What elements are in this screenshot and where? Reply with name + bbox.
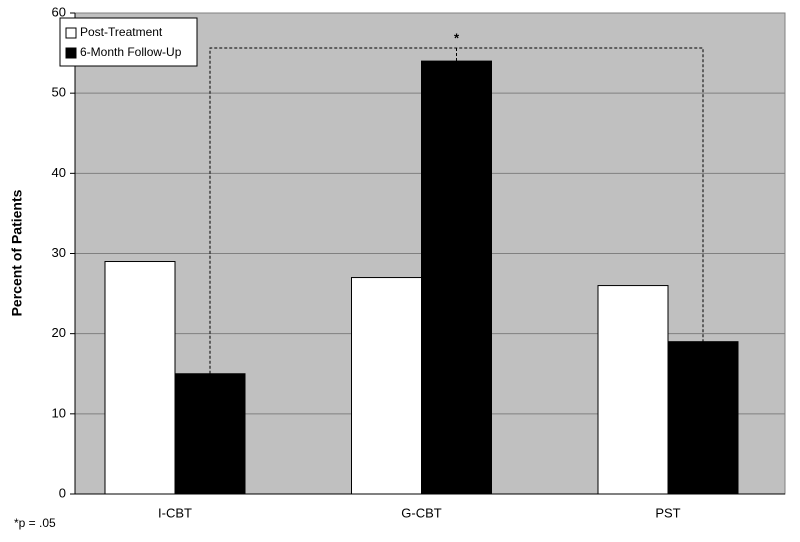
footnote: *p = .05 (14, 516, 56, 530)
bar (104, 261, 176, 495)
significance-marker: * (454, 30, 460, 45)
bar (351, 277, 422, 495)
x-tick-label: I-CBT (158, 505, 192, 520)
y-axis-title: Percent of Patients (9, 189, 25, 316)
y-tick-label: 50 (52, 85, 66, 100)
significance-bracket (209, 47, 704, 374)
bar (597, 285, 669, 495)
legend-label: Post-Treatment (80, 25, 163, 39)
legend-box (59, 17, 198, 67)
y-tick-label: 0 (59, 485, 66, 500)
bar (421, 60, 492, 495)
y-tick-label: 20 (52, 325, 66, 340)
legend-label: 6-Month Follow-Up (80, 45, 182, 59)
legend-swatch (65, 27, 77, 39)
y-tick-label: 30 (52, 245, 66, 260)
bar (667, 341, 739, 495)
x-tick-label: G-CBT (401, 505, 442, 520)
y-tick-label: 60 (52, 4, 66, 19)
y-tick-label: 10 (52, 405, 66, 420)
x-tick-label: PST (655, 505, 680, 520)
legend-swatch (65, 47, 77, 59)
bar (174, 373, 246, 495)
y-tick-label: 40 (52, 165, 66, 180)
